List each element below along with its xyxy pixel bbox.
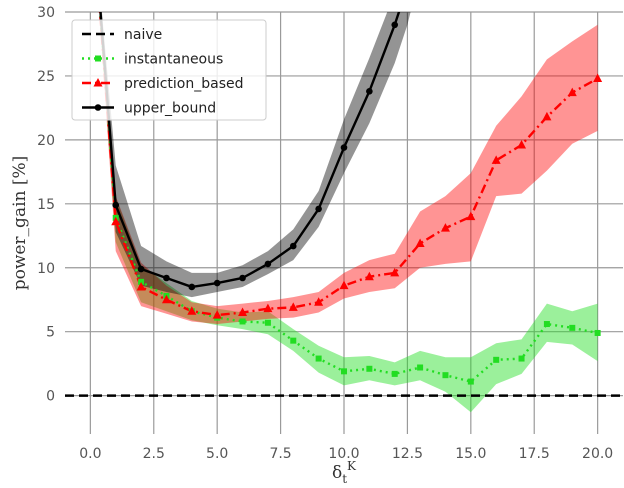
confidence-bands: [99, 12, 598, 413]
instantaneous-point: [366, 365, 373, 372]
prediction-based-point: [136, 281, 146, 291]
y-tick-label: 15: [37, 197, 55, 213]
instantaneous-point: [341, 368, 347, 375]
upper-bound-point: [188, 283, 196, 291]
instantaneous-point: [239, 318, 246, 325]
x-tick-label: 5.0: [206, 446, 228, 462]
prediction-based-point: [238, 307, 248, 317]
upper-bound-band: [99, 12, 411, 298]
x-tick-label: 2.5: [143, 446, 165, 462]
upper-bound-point: [289, 242, 297, 250]
prediction-based-point: [517, 139, 527, 149]
upper-bound-point: [315, 205, 322, 213]
upper-bound-point: [137, 265, 145, 273]
instantaneous-point: [543, 321, 550, 328]
x-axis-label: δtK: [332, 459, 357, 486]
upper-bound-point: [239, 274, 246, 282]
x-tick-label: 20.0: [582, 446, 613, 462]
instantaneous-point: [264, 319, 271, 326]
instantaneous-legend-label: instantaneous: [124, 52, 223, 68]
instantaneous-point: [417, 364, 424, 371]
x-tick-label: 17.5: [519, 446, 550, 462]
upper-bound-legend-marker: [94, 104, 102, 111]
prediction-based-legend-marker: [93, 78, 103, 87]
upper-bound-point: [264, 260, 272, 268]
x-tick-label: 0.0: [79, 446, 101, 462]
prediction-based-point: [339, 280, 349, 290]
x-tick-label: 15.0: [455, 446, 486, 462]
prediction-based-point: [542, 111, 552, 121]
prediction-based-point: [187, 306, 197, 315]
upper-bound-point: [163, 274, 170, 282]
instantaneous-point: [594, 329, 601, 336]
prediction-based-point: [491, 155, 501, 164]
prediction-based-point: [364, 271, 374, 281]
prediction-based-point: [415, 238, 425, 247]
prediction-based-point: [111, 216, 121, 226]
y-tick-labels: 0 5 10 15 20 25 30: [37, 5, 55, 405]
prediction-based-point: [288, 302, 298, 311]
instantaneous-point: [518, 355, 525, 362]
upper-bound-point: [340, 144, 348, 151]
instantaneous-point: [391, 370, 398, 377]
prediction-based-point: [567, 87, 577, 97]
prediction-based-point: [466, 211, 476, 221]
instantaneous-legend-marker: [95, 55, 101, 62]
upper-bound-point: [391, 21, 399, 29]
legend-box: [71, 19, 267, 121]
instantaneous-point: [290, 337, 297, 344]
x-tick-labels: 0.0 2.5 5.0 7.5 10.0 12.5 15.0 17.5 20.0: [79, 446, 613, 462]
prediction-based-point: [593, 73, 603, 82]
naive-legend-label: naive: [124, 27, 162, 43]
prediction-based-point: [440, 223, 450, 232]
prediction-based-legend-label: prediction_based: [124, 76, 244, 92]
series-markers: [111, 21, 603, 385]
instantaneous-point: [442, 372, 449, 379]
x-tick-label: 10.0: [328, 446, 359, 462]
upper-bound-point: [112, 201, 120, 209]
prediction-based-point: [263, 303, 273, 313]
y-tick-label: 0: [46, 389, 55, 405]
y-tick-label: 10: [37, 261, 55, 277]
instantaneous-point: [138, 278, 145, 285]
y-tick-label: 30: [37, 5, 55, 21]
x-tick-label: 12.5: [392, 446, 423, 462]
instantaneous-point: [569, 324, 576, 331]
y-tick-label: 20: [37, 133, 55, 149]
legend: naive instantaneous prediction_based upper_…: [71, 19, 267, 121]
x-tick-label: 7.5: [269, 446, 291, 462]
upper-bound-point: [213, 279, 221, 287]
prediction-based-point: [314, 297, 324, 306]
prediction-based-point: [212, 310, 222, 319]
y-axis-label: power_gain [%]: [10, 156, 30, 291]
instantaneous-point: [315, 355, 322, 362]
upper-bound-point: [366, 87, 373, 95]
prediction-based-point: [390, 267, 400, 277]
y-tick-label: 25: [37, 69, 55, 85]
prediction-based-point: [161, 294, 171, 304]
prediction-based-band: [99, 12, 598, 325]
instantaneous-point: [493, 356, 500, 363]
instantaneous-point: [467, 378, 474, 385]
instantaneous-line: [98, 12, 598, 383]
upper-bound-legend-label: upper_bound: [124, 101, 216, 117]
y-tick-label: 5: [46, 325, 55, 341]
instantaneous-band: [99, 12, 598, 413]
